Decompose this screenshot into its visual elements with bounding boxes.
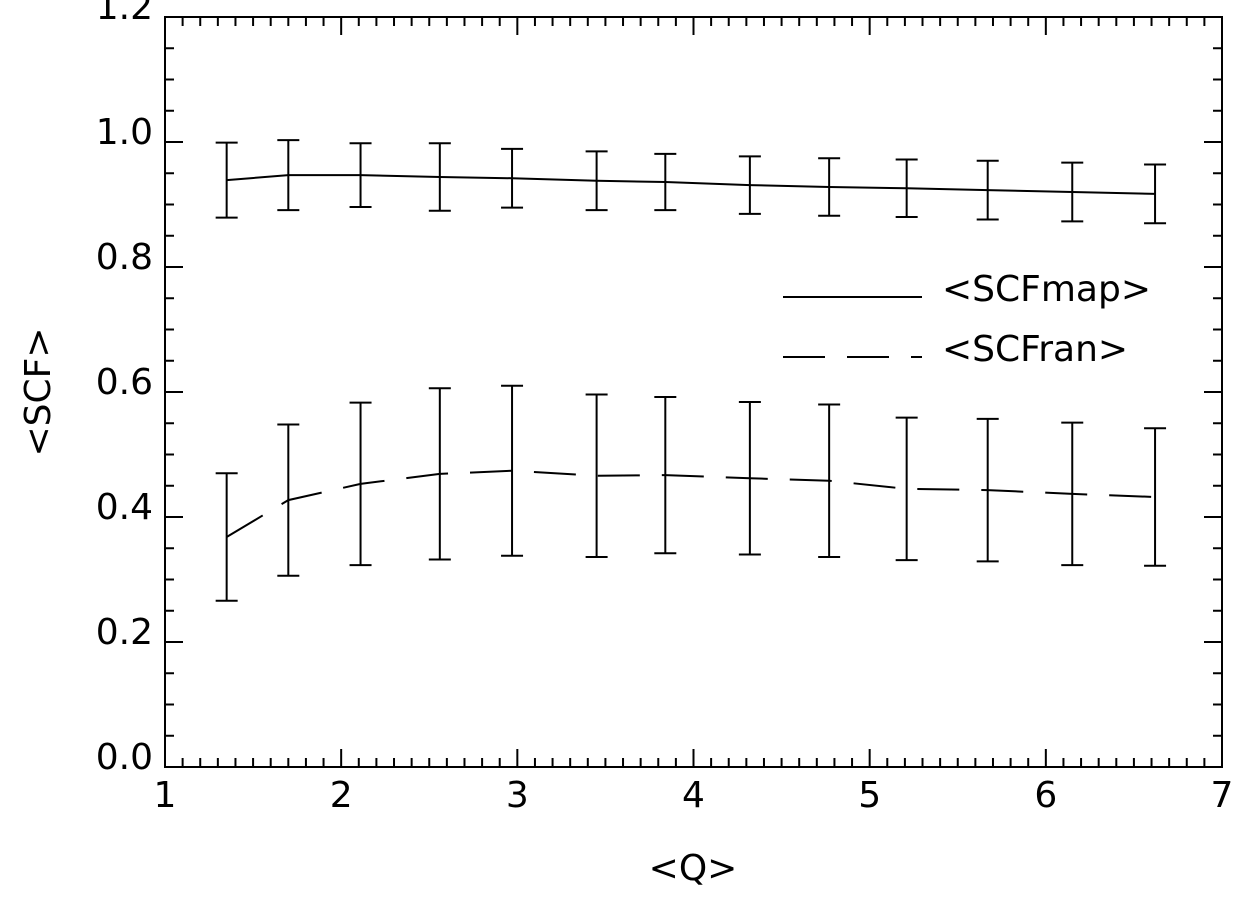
y-tick-label: 0.0	[96, 737, 153, 778]
error-bar	[215, 141, 238, 219]
error-bar	[1144, 163, 1167, 225]
error-bar	[976, 417, 999, 563]
y-tick-label: 1.2	[96, 0, 153, 28]
error-bar	[585, 393, 608, 558]
error-bar	[1144, 427, 1167, 567]
x-tick-label: 4	[682, 775, 705, 816]
x-tick-label: 7	[1211, 775, 1234, 816]
x-tick-label: 1	[154, 775, 177, 816]
error-bar	[428, 387, 451, 561]
y-tick-label: 0.2	[96, 612, 153, 653]
y-axis-label: <SCF>	[18, 327, 59, 456]
y-tick-label: 0.6	[96, 362, 153, 403]
error-bar	[585, 150, 608, 212]
error-bar	[1061, 421, 1084, 567]
error-bar	[818, 157, 841, 217]
series-line	[226, 174, 1156, 195]
error-bar	[818, 403, 841, 558]
error-bar	[738, 401, 761, 556]
error-bar	[654, 396, 677, 555]
error-bar	[501, 384, 524, 557]
plot-frame	[164, 16, 1223, 768]
error-bar	[349, 142, 372, 208]
error-bar	[1061, 161, 1084, 223]
x-tick-label: 5	[858, 775, 881, 816]
y-tick-label: 0.4	[96, 487, 153, 528]
error-bar	[277, 139, 300, 212]
error-bar	[895, 416, 918, 562]
error-bar	[277, 423, 300, 577]
series-line	[226, 469, 1156, 538]
x-tick-label: 6	[1034, 775, 1057, 816]
y-tick-label: 0.8	[96, 237, 153, 278]
error-bar	[215, 472, 238, 602]
x-axis-label: <Q>	[649, 848, 738, 889]
legend-label: <SCFmap>	[942, 269, 1151, 310]
x-tick-label: 3	[506, 775, 529, 816]
error-bar	[976, 159, 999, 221]
error-bar	[349, 401, 372, 567]
error-bar	[738, 155, 761, 215]
error-bar	[501, 147, 524, 209]
legend-label: <SCFran>	[942, 329, 1128, 370]
error-bar	[654, 152, 677, 212]
error-bar	[428, 142, 451, 212]
x-tick-label: 2	[330, 775, 353, 816]
y-tick-label: 1.0	[96, 112, 153, 153]
error-bar	[895, 158, 918, 218]
